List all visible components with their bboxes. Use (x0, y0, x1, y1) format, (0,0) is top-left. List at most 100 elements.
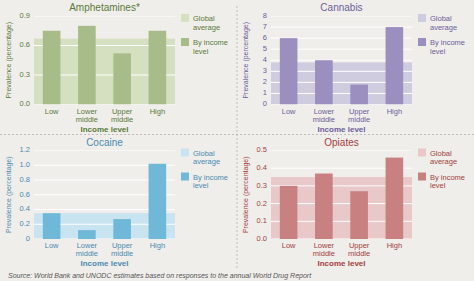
y-tick-label: 0.4 (257, 163, 267, 172)
plot-area (34, 151, 175, 240)
bar (315, 174, 333, 239)
y-tick-label: 0.0 (20, 99, 30, 108)
legend-label: Globalaverage (193, 14, 220, 32)
x-tick-label: Lowermiddle (313, 107, 335, 124)
bar (113, 53, 131, 104)
y-tick-label: 0.2 (20, 219, 30, 228)
y-axis-label: Prevalence (percentage) (5, 22, 13, 99)
bar (350, 191, 368, 239)
legend-label: By incomelevel (430, 38, 465, 56)
bar (350, 85, 368, 105)
y-tick-label: 1 (263, 88, 267, 97)
panel: 0.0 0.1 0.2 0.3 0.4 0.5 Low Lowermiddle Uppermid… (242, 137, 465, 269)
bar (149, 31, 167, 105)
x-tick-label: Uppermiddle (348, 241, 370, 258)
divider (237, 6, 238, 269)
legend-label: By incomelevel (193, 173, 228, 191)
legend-label: Globalaverage (430, 14, 457, 32)
legend-label: By incomelevel (193, 38, 228, 56)
y-axis-label: Prevalence (percentage) (242, 22, 250, 99)
bar (78, 26, 96, 105)
x-tick-label: Low (45, 241, 59, 250)
panel: 0.0 0.3 0.6 0.9 Low Lowermiddle Uppermiddle Hig… (5, 2, 228, 134)
y-tick-label: 0.0 (257, 234, 267, 243)
y-tick-label: 6 (263, 33, 267, 42)
x-tick-label: Uppermiddle (111, 241, 133, 258)
x-axis-label: Income level (317, 125, 365, 134)
panel: 0 0.2 0.4 0.6 0.8 1.0 1.2 Low Lowermiddle Uppermi… (5, 137, 228, 269)
y-tick-label: 0 (263, 99, 267, 108)
source-text: Source: World Bank and UNODC estimates b… (8, 272, 312, 280)
y-tick-label: 0.5 (257, 145, 267, 154)
y-tick-label: 0.3 (20, 70, 30, 79)
legend-swatch (181, 38, 189, 46)
grid-line (271, 16, 412, 17)
bar (386, 158, 404, 239)
x-tick-label: High (150, 107, 165, 116)
legend-swatch (181, 149, 189, 157)
bar (43, 31, 61, 105)
grid-line (34, 151, 175, 152)
y-tick-label: 4 (263, 55, 267, 64)
bar (280, 38, 298, 104)
title: Cocaine (86, 137, 123, 148)
x-tick-label: Lowermiddle (76, 107, 98, 124)
legend-swatch (181, 14, 189, 22)
y-tick-label: 0.6 (20, 40, 30, 49)
x-axis-label: Income level (80, 259, 128, 268)
y-tick-label: 0.3 (257, 181, 267, 190)
bar (280, 186, 298, 239)
x-tick-label: High (150, 241, 165, 250)
bar (386, 27, 404, 104)
y-tick-label: 3 (263, 66, 267, 75)
plot-area (271, 16, 412, 105)
x-tick-label: Uppermiddle (111, 107, 133, 124)
y-tick-label: 5 (263, 44, 267, 53)
x-tick-label: Low (282, 241, 296, 250)
y-tick-label: 0.1 (257, 216, 267, 225)
plot-area (271, 151, 412, 240)
title: Amphetamines* (69, 2, 140, 13)
x-tick-label: Low (45, 107, 59, 116)
legend-swatch (418, 149, 426, 157)
legend-swatch (181, 173, 189, 181)
y-axis-label: Prevalence (percentage) (242, 156, 250, 233)
x-axis-label: Income level (80, 125, 128, 134)
grid-line (271, 151, 412, 152)
y-axis-label: Prevalence (percentage) (5, 156, 13, 233)
bar (78, 230, 96, 239)
legend-swatch (418, 173, 426, 181)
y-tick-label: 0.4 (20, 204, 30, 213)
y-tick-label: 1.2 (20, 145, 30, 154)
y-tick-label: 2 (263, 77, 267, 86)
y-tick-label: 0.9 (20, 11, 30, 20)
y-tick-label: 1.0 (20, 160, 30, 169)
x-tick-label: Uppermiddle (348, 107, 370, 124)
y-tick-label: 0.6 (20, 190, 30, 199)
bar (315, 60, 333, 104)
x-tick-label: Lowermiddle (313, 241, 335, 258)
figure: 0.0 0.3 0.6 0.9 Low Lowermiddle Uppermiddle Hig… (0, 0, 474, 281)
bar (43, 213, 61, 239)
x-tick-label: Lowermiddle (76, 241, 98, 258)
y-tick-label: 8 (263, 11, 267, 20)
x-tick-label: High (387, 241, 402, 250)
legend-label: By incomelevel (430, 173, 465, 191)
plot-area (34, 16, 175, 105)
title: Cannabis (320, 2, 362, 13)
title: Opiates (324, 137, 358, 148)
x-tick-label: High (387, 107, 402, 116)
y-tick-label: 7 (263, 22, 267, 31)
x-axis-label: Income level (317, 259, 365, 268)
y-tick-label: 0.8 (20, 175, 30, 184)
y-tick-label: 0.2 (257, 199, 267, 208)
x-tick-label: Low (282, 107, 296, 116)
bar (149, 164, 167, 239)
panel: 0 1 2 3 4 5 6 7 8 Low Lowermiddle Uppermiddle High Ca… (242, 2, 465, 134)
legend-swatch (418, 14, 426, 22)
y-tick-label: 0 (26, 234, 30, 243)
grid-line (34, 16, 175, 17)
legend-label: Globalaverage (193, 149, 220, 167)
bar (113, 219, 131, 239)
legend-label: Globalaverage (430, 149, 457, 167)
